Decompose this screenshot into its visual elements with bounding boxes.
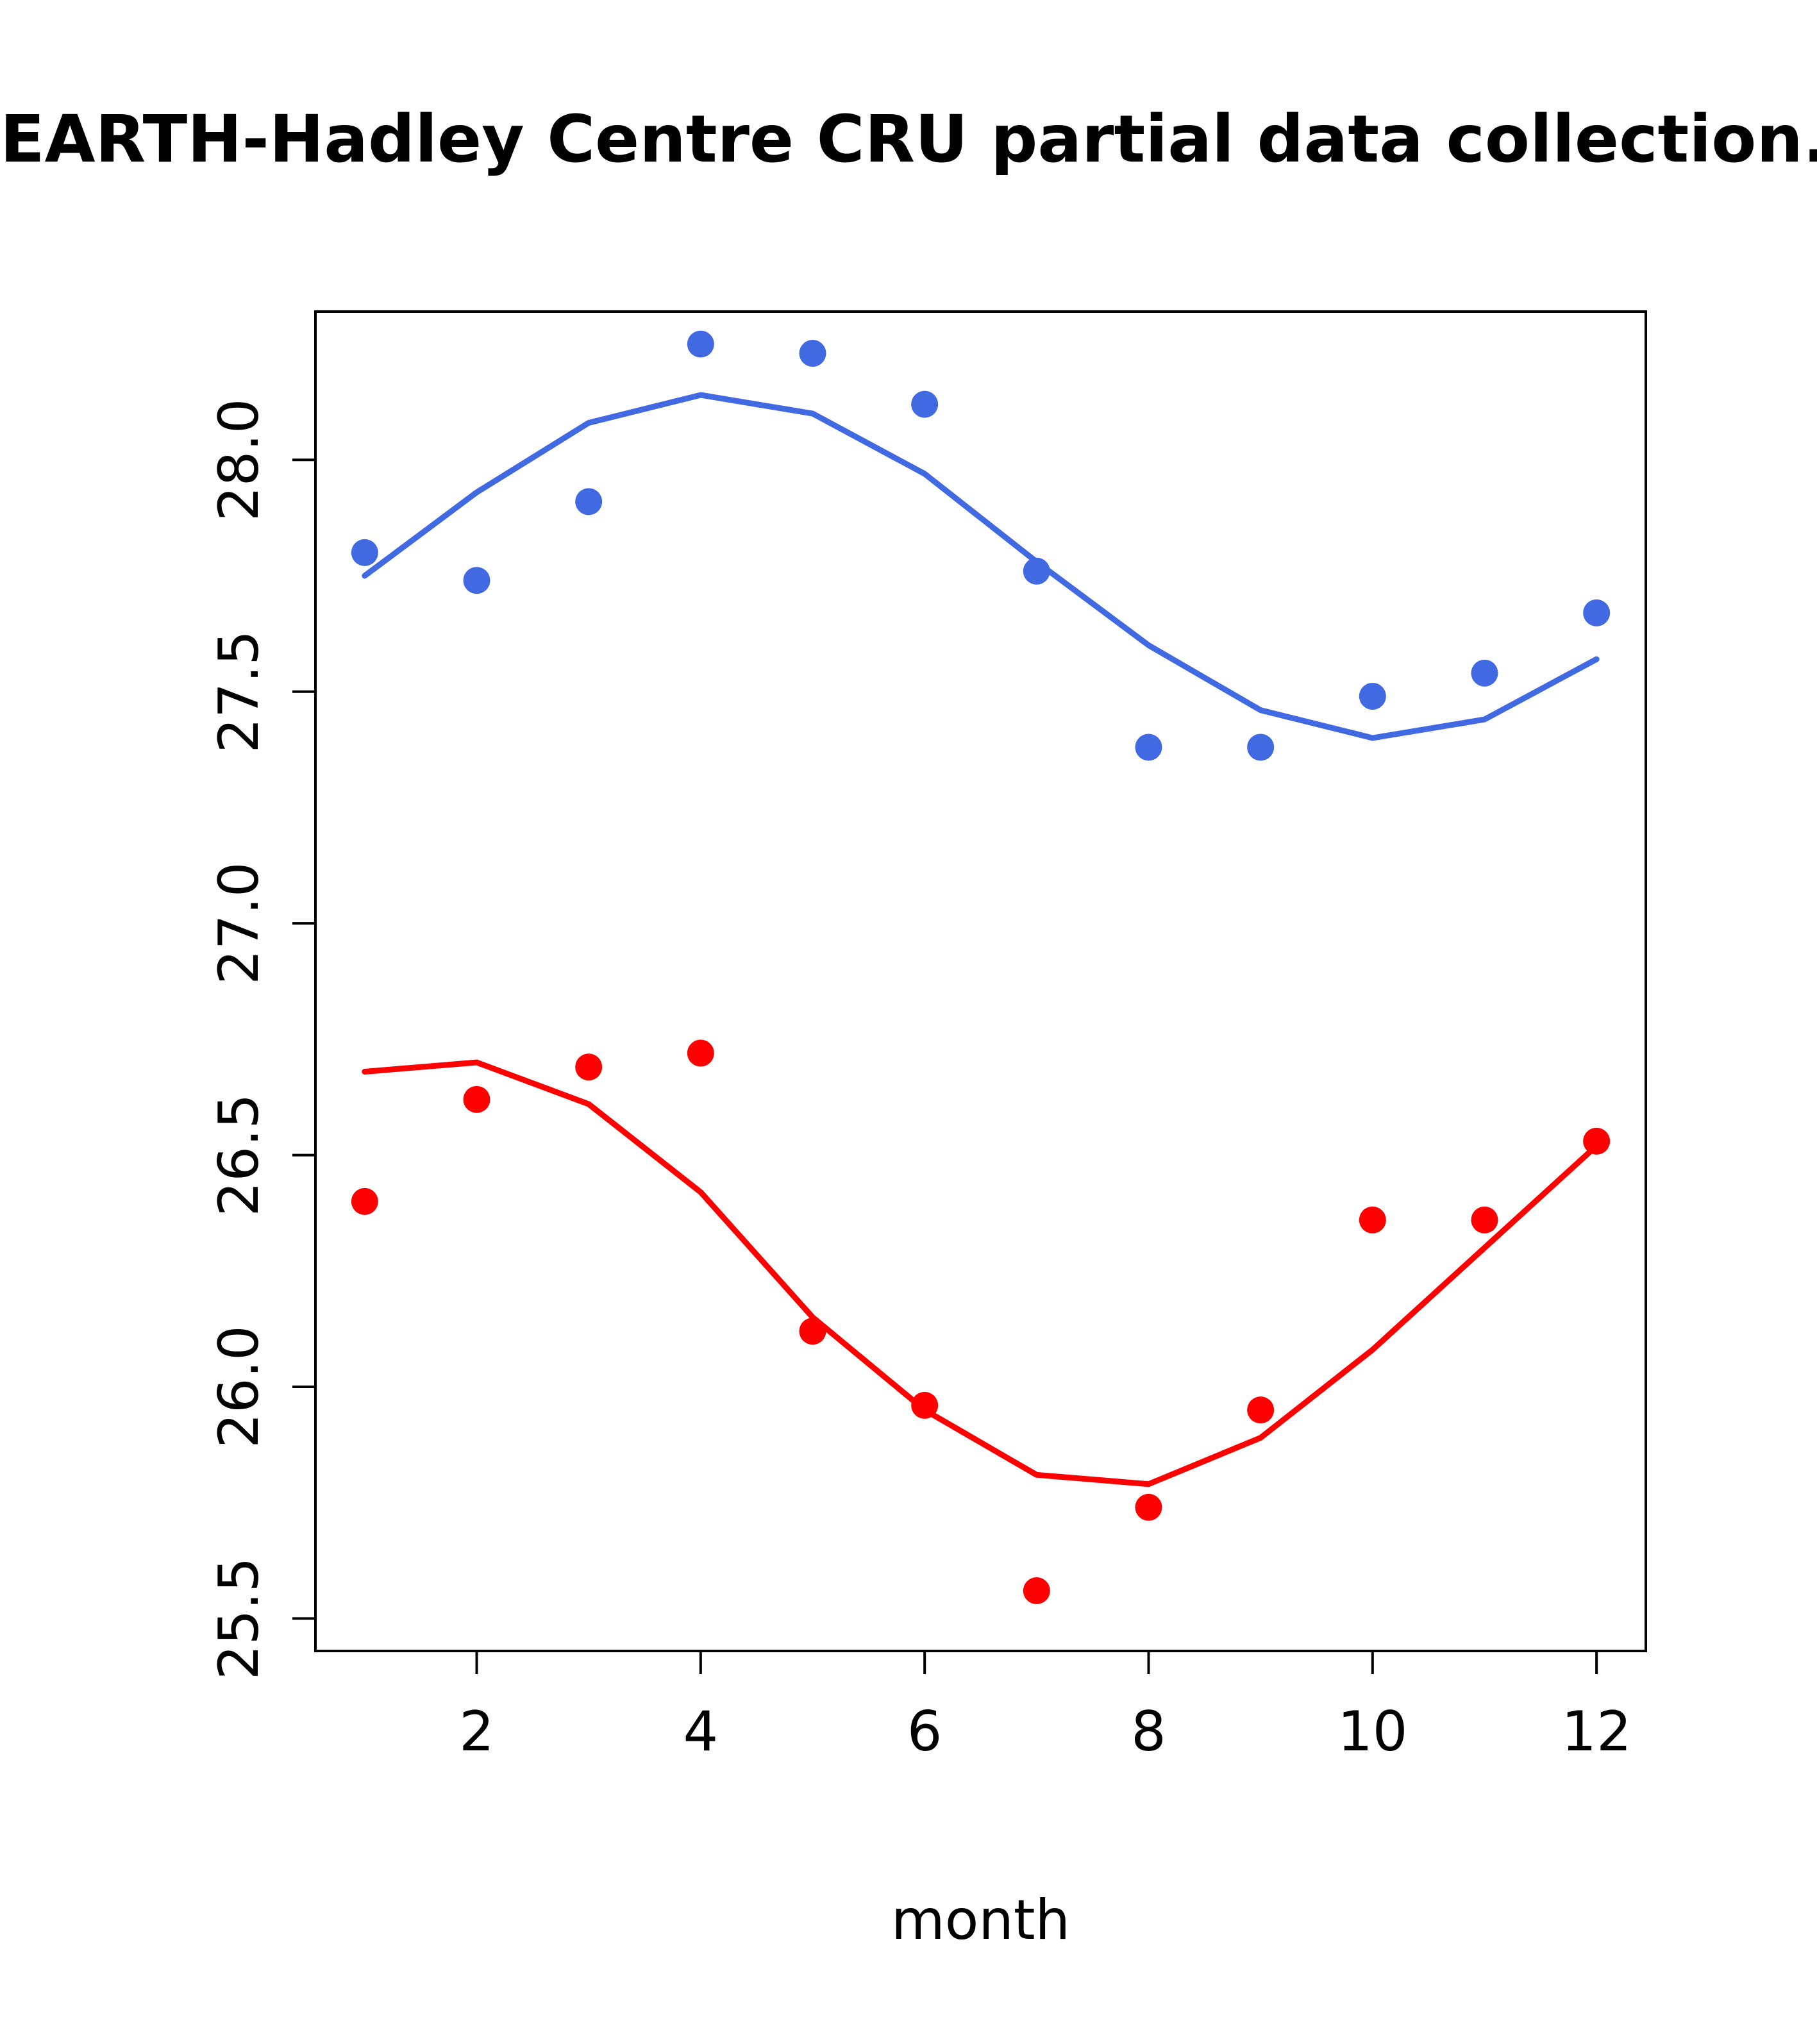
red-monthly-points-point xyxy=(1583,1127,1611,1155)
y-axis: 25.5 26.0 26.5 27.0 27.5 28.0 xyxy=(207,399,315,1680)
x-tick-label: 2 xyxy=(459,1700,494,1764)
blue-monthly-points xyxy=(351,330,1611,761)
x-tick-label: 6 xyxy=(907,1700,942,1764)
x-tick-label: 8 xyxy=(1131,1700,1166,1764)
blue-monthly-points-point xyxy=(575,488,603,515)
red-monthly-points-point xyxy=(1247,1396,1275,1424)
blue-monthly-points-point xyxy=(1471,659,1498,687)
blue-monthly-points-point xyxy=(687,330,714,358)
red-monthly-points-point xyxy=(799,1318,826,1345)
red-monthly-points-point xyxy=(1135,1493,1162,1521)
red-monthly-points xyxy=(351,1039,1611,1605)
x-axis: 2 4 6 8 10 12 xyxy=(459,1651,1632,1764)
chart-title: EARTH-Hadley Centre CRU partial data col… xyxy=(0,101,1817,178)
red-monthly-points-point xyxy=(1359,1206,1386,1234)
blue-monthly-points-point xyxy=(463,567,490,594)
red-monthly-points-point xyxy=(351,1187,378,1215)
y-tick-label: 26.0 xyxy=(207,1325,271,1448)
red-smooth-line xyxy=(362,1059,1600,1487)
y-tick-label: 27.0 xyxy=(207,862,271,984)
x-tick-label: 12 xyxy=(1561,1700,1631,1764)
blue-monthly-points-point xyxy=(1359,682,1386,710)
y-tick-label: 27.5 xyxy=(207,630,271,753)
plot-box xyxy=(314,310,1647,1652)
red-monthly-points-point xyxy=(1471,1206,1498,1234)
x-tick-label: 4 xyxy=(683,1700,718,1764)
blue-monthly-points-point xyxy=(799,340,826,367)
blue-monthly-points-point xyxy=(1247,733,1275,761)
blue-monthly-points-point xyxy=(1583,599,1611,626)
blue-monthly-points-point xyxy=(1023,557,1050,585)
red-monthly-points-point xyxy=(1023,1577,1050,1605)
red-monthly-points-point xyxy=(463,1085,490,1113)
blue-monthly-points-point xyxy=(911,390,939,418)
blue-monthly-points-point xyxy=(1135,733,1162,761)
x-tick-label: 10 xyxy=(1337,1700,1407,1764)
blue-monthly-points-point xyxy=(351,539,378,566)
y-tick-label: 25.5 xyxy=(207,1557,271,1680)
red-monthly-points-point xyxy=(911,1391,939,1419)
x-axis-label: month xyxy=(891,1888,1071,1952)
y-tick-label: 26.5 xyxy=(207,1094,271,1216)
y-tick-label: 28.0 xyxy=(207,399,271,521)
red-monthly-points-point xyxy=(575,1053,603,1081)
blue-smooth-line xyxy=(362,392,1600,741)
red-monthly-points-point xyxy=(687,1039,714,1067)
